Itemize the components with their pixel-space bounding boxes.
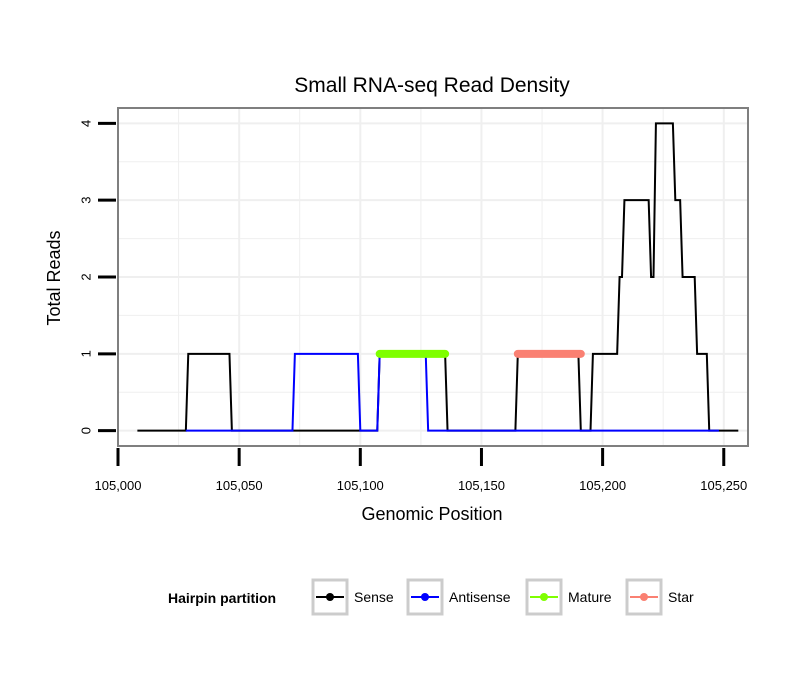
legend-item-star: Star — [625, 578, 694, 616]
series-line-antisense — [185, 352, 719, 432]
legend-key-point — [640, 593, 648, 601]
x-tick-label: 105,100 — [337, 478, 384, 493]
legend-item-antisense: Antisense — [406, 578, 511, 616]
x-tick-label: 105,050 — [216, 478, 263, 493]
y-tick-label: 3 — [79, 197, 94, 204]
legend-key-point — [421, 593, 429, 601]
y-tick-label: 2 — [79, 273, 94, 280]
x-tick-label: 105,200 — [579, 478, 626, 493]
x-tick-label: 105,000 — [95, 478, 142, 493]
x-axis: 105,000 105,050 105,100 105,150 105,200 105,2… — [95, 448, 747, 493]
legend-label: Star — [668, 589, 694, 605]
y-axis: 0 1 2 3 4 — [79, 120, 116, 434]
series-layer — [137, 122, 739, 432]
x-axis-title: Genomic Position — [361, 504, 502, 524]
legend-key-point — [540, 593, 548, 601]
x-tick-label: 105,150 — [458, 478, 505, 493]
legend-key-point — [326, 593, 334, 601]
legend: Hairpin partition Sense Antisense Mature St… — [168, 578, 694, 616]
legend-item-sense: Sense — [311, 578, 394, 616]
chart-title: Small RNA-seq Read Density — [294, 74, 570, 97]
y-tick-label: 0 — [79, 427, 94, 434]
y-axis-title: Total Reads — [44, 230, 64, 325]
legend-label: Mature — [568, 589, 612, 605]
x-tick-label: 105,250 — [700, 478, 747, 493]
y-tick-label: 1 — [79, 350, 94, 357]
legend-label: Antisense — [449, 589, 511, 605]
legend-title: Hairpin partition — [168, 590, 276, 606]
plot-panel-border — [117, 107, 749, 447]
legend-item-mature: Mature — [525, 578, 612, 616]
y-tick-label: 4 — [79, 120, 94, 127]
legend-label: Sense — [354, 589, 394, 605]
